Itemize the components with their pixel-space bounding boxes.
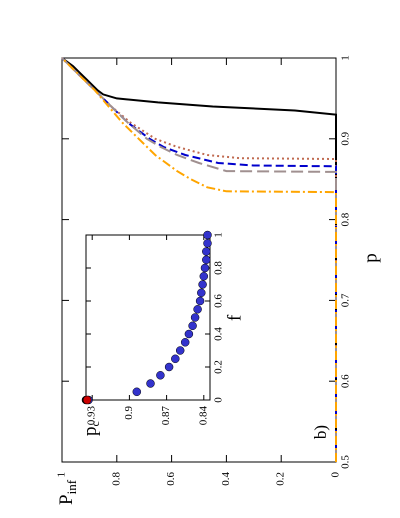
series-line-0 [61,57,337,462]
inset-point-2 [82,395,92,405]
pinf-tick-label: 0.8 [110,472,122,486]
inset-point-0 [200,263,210,273]
inset-pc-axis-label-main: p [80,427,101,437]
inset-point-0 [203,230,212,240]
pinf-tick-label: 0.6 [165,472,177,486]
p-tick-label: 0.9 [340,131,352,145]
inset-point-0 [132,387,142,397]
inset-point-0 [188,321,197,331]
inset-point-0 [180,338,190,347]
inset-point-0 [184,329,194,339]
inset-f-tick-label: 0.8 [213,261,225,275]
inset-frame [85,234,211,401]
inset-pc-axis-label-sub: c [88,421,102,426]
p-tick-label: 0.7 [340,293,352,307]
inset-point-0 [199,272,209,281]
p-tick-label: 0.6 [340,374,352,388]
series-line-3 [61,57,337,462]
inset-point-0 [190,313,200,322]
pinf-axis-label-sub: inf [64,479,79,494]
inset-pc-axis-label: pc [80,421,101,436]
panel-label: b) [311,425,330,439]
pinf-axis-label: Pinf [56,479,79,505]
inset-pc-tick-label: 0.87 [160,406,172,426]
inset-point-0 [197,288,206,298]
series-line-4 [61,57,337,462]
pinf-tick-label: 0.2 [275,472,287,486]
inset-f-tick-label: 0.4 [213,327,225,341]
main-plot: 0.5 0.6 0.7 0.8 0.9 1 0 0.2 0.4 0.6 0.8 1 p Pinf [56,55,382,505]
inset-point-0 [156,371,165,380]
inset-point-0 [171,354,180,364]
pinf-tick-label: 0.4 [220,472,232,486]
inset-f-tick-label: 0 [213,397,225,403]
inset-point-0 [202,247,211,256]
inset-point-0 [164,362,174,372]
inset-point-0 [195,296,205,306]
inset-f-tick-label: 1 [213,232,225,238]
inset-pc-tick-label: 0.84 [197,406,209,426]
inset-f-tick-label: 0.6 [213,294,225,308]
pinf-tick-label: 1 [56,472,68,478]
p-tick-label: 1 [340,55,352,61]
inset-point-0 [193,305,202,314]
p-tick-label: 0.8 [340,212,352,226]
series-line-2 [61,57,337,462]
inset-point-0 [203,239,212,248]
p-axis-label: p [360,253,381,263]
inset-pc-tick-label: 0.9 [123,406,135,420]
inset-f-tick-label: 0.2 [213,360,225,374]
inset-point-0 [198,280,207,289]
inset-point-0 [202,255,211,265]
inset-point-0 [146,379,155,388]
p-tick-label: 0.5 [340,455,352,469]
inset-f-axis-label: f [224,314,245,321]
inset-point-0 [175,346,185,355]
inset-pc-tick-label: 0.93 [86,406,98,426]
inset-plot: 0 0.2 0.4 0.6 0.8 1 0.84 0.87 0.9 0.93 f pc [80,230,245,436]
pinf-axis-label-main: P [56,494,77,505]
pinf-tick-label: 0 [330,472,342,478]
